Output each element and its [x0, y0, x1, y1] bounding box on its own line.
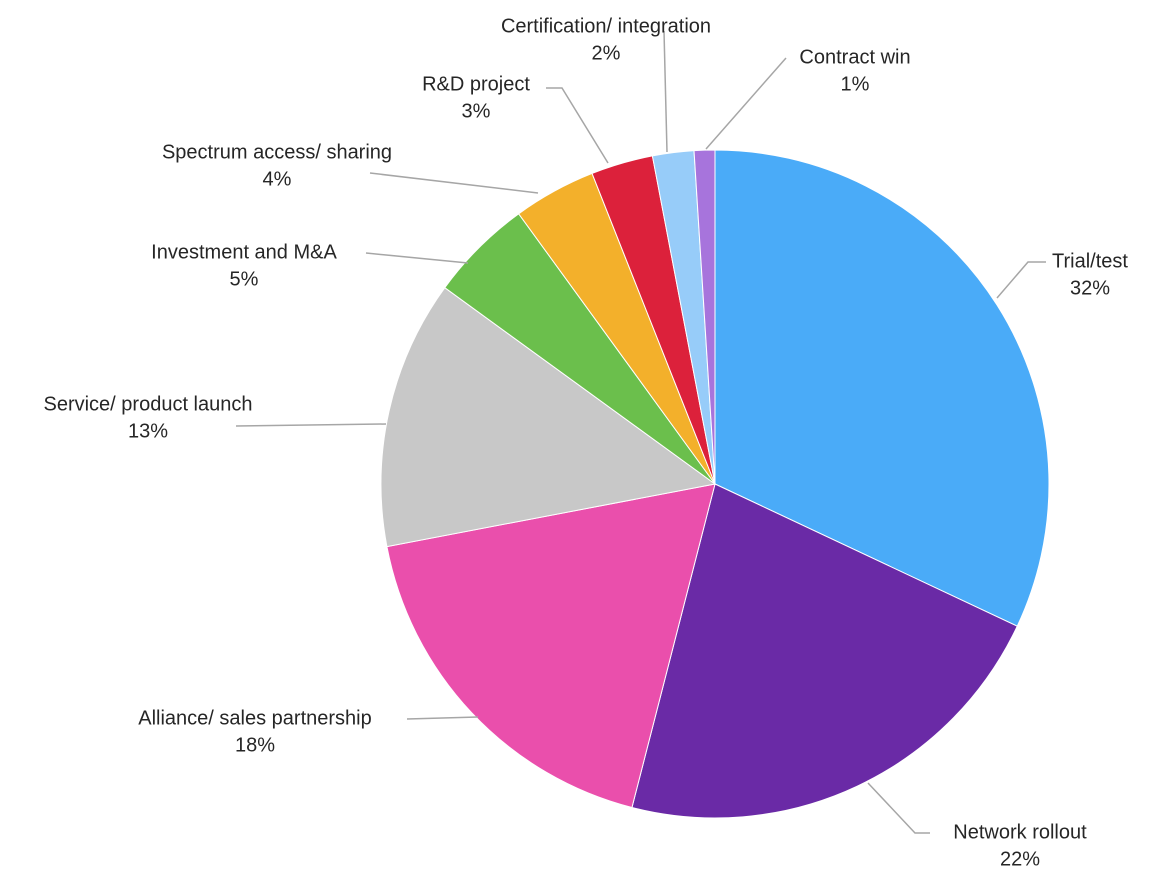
slice-value-certification-integration: 2% — [592, 42, 621, 64]
leader-line-contract-win — [705, 57, 787, 150]
leader-line-spectrum-access-sharing — [369, 172, 539, 194]
pie-slice-alliance-sales-partnership — [386, 483, 716, 809]
slice-value-alliance-sales-partnership: 18% — [235, 734, 275, 756]
slice-label-contract-win: Contract win — [799, 46, 910, 68]
slice-value-trial-test: 32% — [1070, 277, 1110, 299]
pie-slice-network-rollout — [631, 483, 1018, 819]
slice-value-investment-and-manda: 5% — [230, 268, 259, 290]
pie-slice-trial-test — [714, 149, 1050, 627]
leader-line-randd-project — [546, 87, 609, 164]
slice-label-investment-and-manda: Investment and M&A — [151, 241, 337, 263]
leader-line-trial-test — [996, 261, 1046, 299]
slice-label-spectrum-access-sharing: Spectrum access/ sharing — [162, 141, 392, 163]
leader-lines — [235, 30, 1046, 834]
leader-line-investment-and-manda — [365, 252, 469, 264]
slice-label-network-rollout: Network rollout — [953, 821, 1087, 843]
leader-line-certification-integration — [663, 30, 668, 153]
slice-label-randd-project: R&D project — [422, 73, 530, 95]
slice-label-trial-test: Trial/test — [1052, 250, 1128, 272]
pie-slice-service-product-launch — [380, 286, 717, 548]
pie-slice-contract-win — [693, 149, 716, 485]
leader-line-alliance-sales-partnership — [406, 716, 479, 720]
slice-labels: Trial/test 32% Network rollout 22% Alliance/… — [43, 15, 1128, 870]
leader-line-service-product-launch — [235, 423, 387, 427]
slice-value-network-rollout: 22% — [1000, 848, 1040, 870]
slice-label-alliance-sales-partnership: Alliance/ sales partnership — [138, 707, 371, 729]
slice-value-randd-project: 3% — [462, 100, 491, 122]
slice-value-contract-win: 1% — [841, 73, 870, 95]
slice-label-service-product-launch: Service/ product launch — [43, 393, 252, 415]
slice-label-certification-integration: Certification/ integration — [501, 15, 711, 37]
leader-line-network-rollout — [867, 782, 930, 834]
pie-slices — [380, 149, 1050, 819]
slice-value-service-product-launch: 13% — [128, 420, 168, 442]
slice-value-spectrum-access-sharing: 4% — [263, 168, 292, 190]
